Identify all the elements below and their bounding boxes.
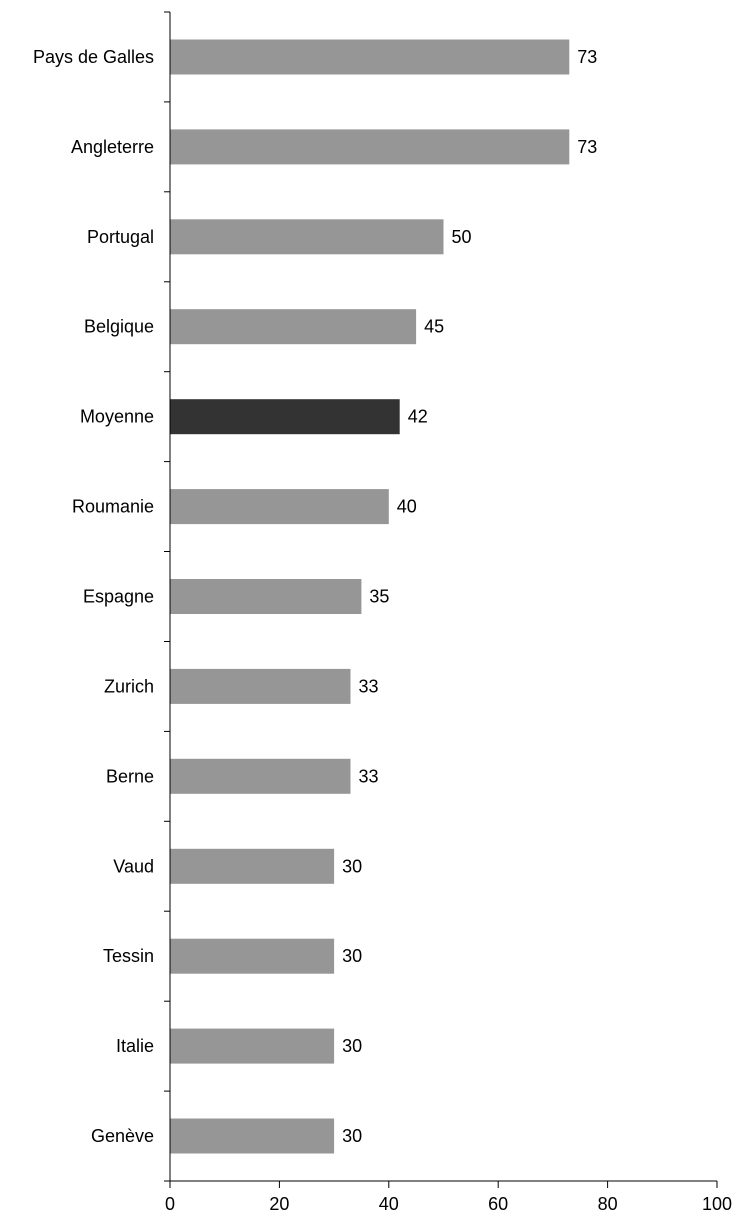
value-label: 33	[359, 676, 379, 696]
value-label: 45	[424, 317, 444, 337]
bar-7	[170, 668, 351, 704]
value-label: 73	[577, 47, 597, 67]
value-label: 30	[342, 1126, 362, 1146]
x-tick-label: 40	[379, 1194, 399, 1214]
bar-5	[170, 489, 389, 525]
bar-8	[170, 758, 351, 794]
bar-3	[170, 309, 417, 345]
bar-12	[170, 1118, 335, 1154]
x-tick-label: 100	[702, 1194, 732, 1214]
x-tick-label: 60	[488, 1194, 508, 1214]
category-label: Italie	[116, 1036, 154, 1056]
category-label: Belgique	[84, 317, 154, 337]
category-label: Berne	[106, 766, 154, 786]
category-label: Tessin	[103, 946, 154, 966]
value-label: 42	[408, 407, 428, 427]
bar-10	[170, 938, 335, 974]
value-label: 30	[342, 1036, 362, 1056]
category-label: Angleterre	[71, 137, 154, 157]
category-label: Pays de Galles	[33, 47, 154, 67]
category-label: Vaud	[113, 856, 154, 876]
value-label: 50	[452, 227, 472, 247]
bar-1	[170, 129, 570, 165]
category-label: Portugal	[87, 227, 154, 247]
bar-0	[170, 39, 570, 75]
x-tick-label: 80	[598, 1194, 618, 1214]
category-label: Genève	[91, 1126, 154, 1146]
labels-group: Pays de Galles 73 Angleterre 73 Portugal 50 Be…	[33, 47, 732, 1214]
category-label: Espagne	[83, 587, 154, 607]
value-label: 40	[397, 497, 417, 517]
value-label: 73	[577, 137, 597, 157]
category-label: Roumanie	[72, 497, 154, 517]
x-tick-label: 20	[269, 1194, 289, 1214]
bar-6	[170, 579, 362, 614]
bar-2	[170, 219, 444, 255]
bar-4	[170, 399, 400, 435]
bar-9	[170, 848, 335, 884]
value-label: 30	[342, 946, 362, 966]
bar-11	[170, 1028, 335, 1064]
bars-group	[170, 39, 570, 1154]
category-label: Zurich	[104, 676, 154, 696]
value-label: 35	[369, 587, 389, 607]
value-label: 30	[342, 856, 362, 876]
value-label: 33	[359, 766, 379, 786]
axes-group	[164, 11, 718, 1188]
category-label: Moyenne	[80, 407, 154, 427]
x-tick-label: 0	[165, 1194, 175, 1214]
